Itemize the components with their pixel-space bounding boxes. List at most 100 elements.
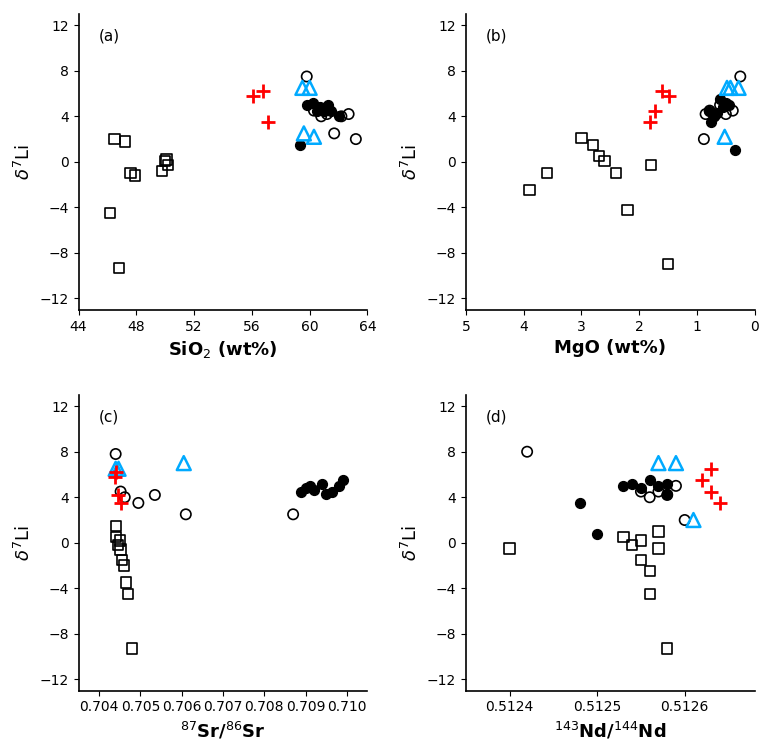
Point: [159, 155, 172, 167]
Y-axis label: $\delta^7$Li: $\delta^7$Li: [14, 143, 34, 180]
Point: [304, 480, 316, 492]
Point: [295, 485, 308, 498]
Point: [111, 466, 123, 478]
Point: [700, 108, 712, 120]
Point: [719, 131, 731, 143]
Point: [308, 131, 320, 143]
Point: [179, 508, 192, 520]
Point: [118, 135, 131, 147]
Point: [293, 139, 305, 151]
Point: [621, 204, 634, 216]
Point: [311, 105, 323, 117]
Point: [114, 544, 127, 556]
Point: [304, 82, 316, 94]
Point: [148, 489, 161, 501]
X-axis label: $^{143}$Nd/$^{144}$Nd: $^{143}$Nd/$^{144}$Nd: [554, 720, 666, 741]
Point: [116, 554, 128, 566]
Y-axis label: $\delta^7$Li: $\delta^7$Li: [14, 525, 34, 561]
Point: [705, 485, 717, 498]
Point: [306, 97, 318, 109]
Text: (a): (a): [99, 29, 120, 44]
Point: [287, 508, 299, 520]
Point: [326, 485, 339, 498]
Point: [109, 470, 121, 482]
Point: [643, 116, 656, 128]
Point: [617, 480, 629, 492]
Point: [661, 488, 673, 500]
X-axis label: SiO$_2$ (wt%): SiO$_2$ (wt%): [169, 339, 278, 360]
Point: [298, 128, 310, 140]
Point: [110, 519, 122, 532]
Point: [349, 133, 362, 145]
Point: [114, 497, 127, 509]
Point: [118, 492, 131, 504]
Point: [705, 463, 717, 475]
Point: [521, 445, 533, 458]
Point: [296, 82, 308, 94]
Point: [321, 108, 333, 120]
Point: [643, 588, 656, 600]
Point: [635, 554, 647, 566]
Point: [122, 588, 135, 600]
Point: [575, 132, 587, 144]
Point: [110, 531, 122, 543]
Point: [104, 207, 117, 219]
Point: [698, 133, 710, 145]
Point: [711, 107, 724, 119]
Point: [332, 110, 345, 122]
Point: [708, 110, 720, 122]
Point: [322, 99, 335, 111]
X-axis label: MgO (wt%): MgO (wt%): [554, 339, 666, 357]
Point: [299, 482, 312, 495]
Point: [110, 448, 122, 460]
Point: [696, 474, 708, 486]
Point: [679, 514, 691, 526]
Point: [126, 643, 138, 655]
Point: [503, 542, 516, 554]
Point: [257, 85, 270, 97]
Point: [703, 105, 715, 117]
Point: [113, 262, 125, 274]
Point: [663, 90, 676, 102]
Point: [108, 133, 121, 145]
Point: [714, 99, 727, 111]
Point: [120, 577, 132, 589]
Point: [301, 70, 313, 82]
Point: [723, 99, 735, 111]
Point: [661, 489, 673, 501]
Point: [643, 492, 656, 504]
Text: (b): (b): [486, 29, 508, 44]
Point: [318, 105, 330, 117]
Point: [314, 101, 326, 113]
Point: [732, 82, 744, 94]
Point: [714, 93, 727, 105]
Y-axis label: $\delta^7$Li: $\delta^7$Li: [401, 143, 421, 180]
Text: (d): (d): [486, 410, 508, 424]
Point: [110, 463, 122, 475]
Point: [703, 105, 716, 117]
Point: [178, 457, 190, 469]
Point: [652, 525, 665, 538]
Point: [687, 514, 700, 526]
Point: [610, 167, 622, 179]
Point: [308, 105, 320, 117]
Point: [652, 480, 665, 492]
Point: [635, 535, 647, 547]
Point: [332, 480, 345, 492]
Point: [132, 497, 145, 509]
X-axis label: $^{87}$Sr/$^{86}$Sr: $^{87}$Sr/$^{86}$Sr: [180, 720, 266, 741]
Point: [328, 128, 340, 140]
Point: [336, 474, 349, 486]
Point: [598, 155, 611, 167]
Point: [643, 565, 656, 578]
Point: [112, 489, 124, 501]
Point: [669, 457, 682, 469]
Point: [161, 153, 173, 165]
Point: [112, 463, 124, 475]
Point: [316, 478, 329, 490]
Point: [261, 116, 274, 128]
Point: [635, 482, 647, 495]
Point: [626, 539, 638, 551]
Point: [626, 478, 638, 490]
Point: [661, 478, 673, 490]
